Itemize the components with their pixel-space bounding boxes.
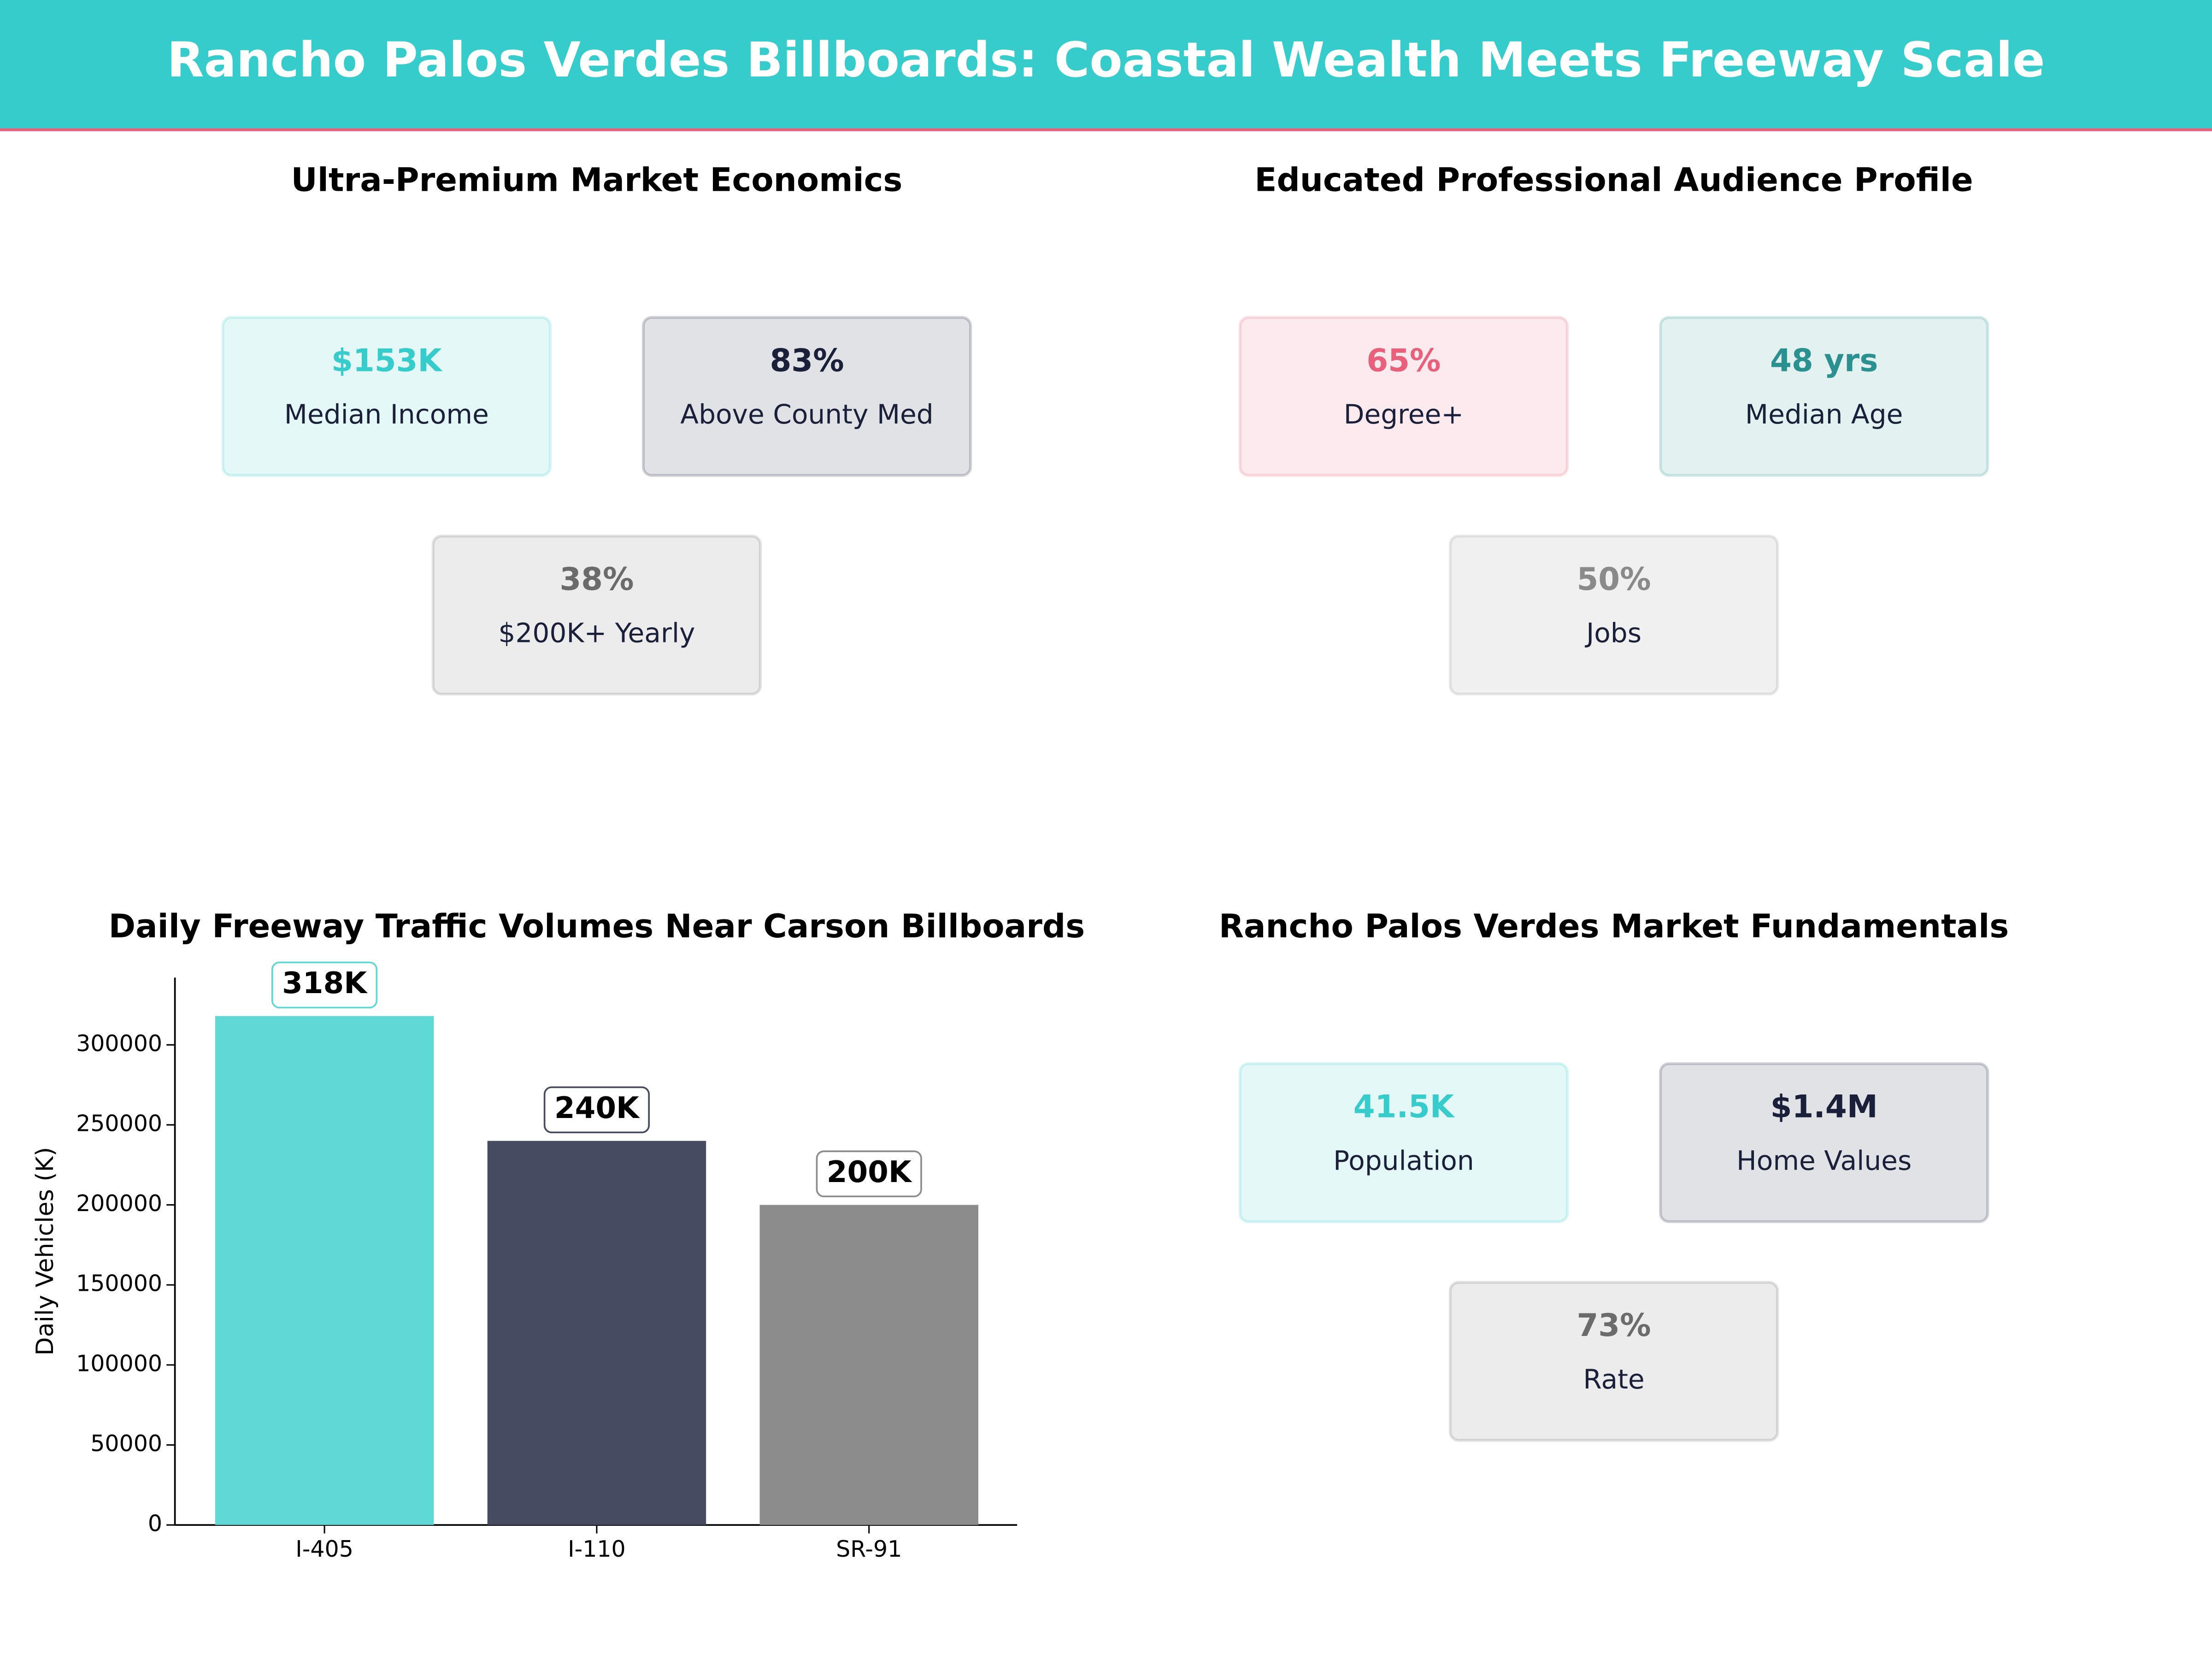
y-axis-label: Daily Vehicles (K) [31, 1147, 59, 1356]
panel-title: Educated Professional Audience Profile [1254, 161, 1973, 199]
kpi-label: Median Income [284, 399, 489, 430]
kpi-label: Median Age [1745, 399, 1903, 430]
y-tick-label: 200000 [76, 1190, 162, 1217]
value-label-box [816, 1150, 922, 1198]
kpi-card [1238, 316, 1569, 477]
kpi-label: $200K+ Yearly [498, 618, 695, 649]
bar [759, 1205, 978, 1525]
kpi-value: $1.4M [1771, 1088, 1878, 1125]
y-tick-label: 100000 [76, 1350, 162, 1377]
y-tick-label: 300000 [76, 1030, 162, 1057]
kpi-label: Population [1333, 1145, 1474, 1177]
chart-title: Daily Freeway Traffic Volumes Near Carso… [109, 907, 1085, 945]
y-tick-label: 150000 [76, 1271, 162, 1297]
header-band [0, 0, 2212, 129]
value-label: 200K [827, 1155, 912, 1189]
x-tick-label: SR-91 [836, 1536, 902, 1562]
value-label-box [271, 961, 378, 1009]
kpi-label: Rate [1583, 1364, 1644, 1395]
kpi-value: 41.5K [1353, 1088, 1455, 1125]
kpi-card [1659, 1062, 1989, 1224]
value-label: 318K [282, 966, 368, 1000]
kpi-card [1448, 1281, 1779, 1442]
kpi-value: $153K [331, 342, 443, 378]
kpi-card [221, 316, 552, 477]
kpi-value: 50% [1577, 561, 1651, 597]
kpi-value: 83% [770, 342, 844, 378]
kpi-label: Above County Med [680, 399, 933, 430]
kpi-label: Jobs [1584, 618, 1641, 649]
kpi-value: 73% [1577, 1307, 1651, 1343]
header-rule [0, 128, 2212, 131]
kpi-card [1659, 316, 1989, 477]
value-label-box [543, 1086, 650, 1134]
kpi-value: 38% [559, 561, 634, 597]
kpi-value: 48 yrs [1770, 342, 1878, 378]
kpi-card [1238, 1062, 1569, 1224]
kpi-card [641, 316, 972, 477]
value-label: 240K [554, 1091, 640, 1125]
kpi-card [431, 535, 762, 696]
kpi-label: Degree+ [1344, 399, 1464, 430]
panel-title: Rancho Palos Verdes Market Fundamentals [1219, 907, 2009, 945]
bar [215, 1016, 434, 1525]
kpi-label: Home Values [1736, 1145, 1912, 1177]
kpi-value: 65% [1366, 342, 1441, 378]
y-tick-label: 250000 [76, 1110, 162, 1136]
page-title: Rancho Palos Verdes Billboards: Coastal … [167, 32, 2045, 88]
y-tick-label: 0 [148, 1511, 162, 1537]
bar [487, 1141, 706, 1525]
kpi-card [1448, 535, 1779, 696]
x-tick-label: I-110 [568, 1536, 626, 1562]
x-tick-label: I-405 [295, 1536, 353, 1562]
y-tick-label: 50000 [90, 1430, 162, 1457]
panel-title: Ultra-Premium Market Economics [291, 161, 903, 199]
